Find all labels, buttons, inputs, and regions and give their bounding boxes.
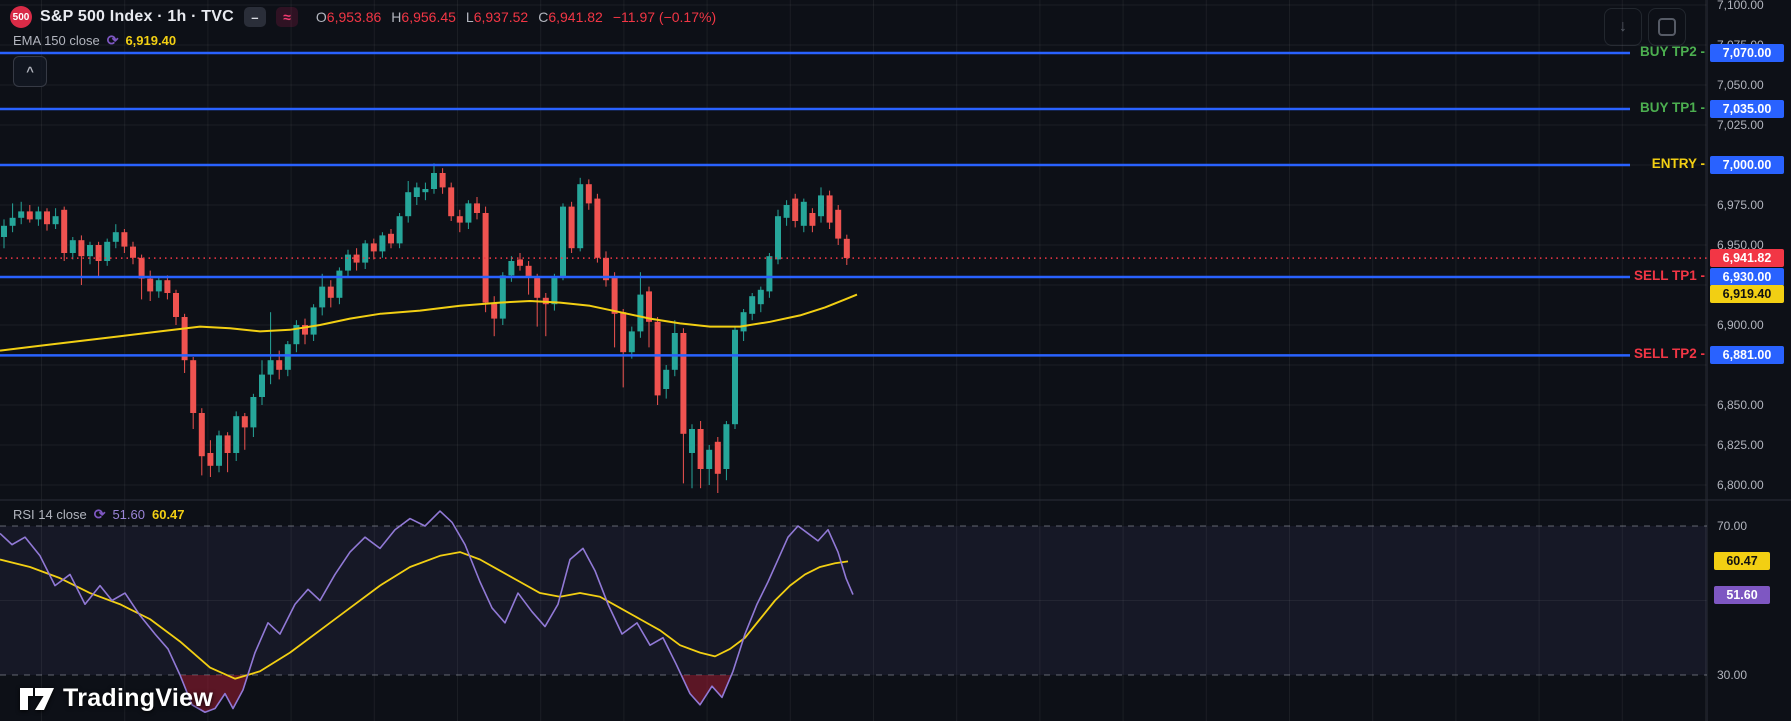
price-axis-tick: 6,850.00 [1717,398,1764,412]
ema-indicator-value: 6,919.40 [125,33,177,48]
rsi-value-yellow: 60.47 [151,507,185,522]
tradingview-logo-text: TradingView [63,684,214,712]
price-tag-entry[interactable]: 7,000.00 [1710,156,1784,174]
level-label-sell-tp2[interactable]: SELL TP2 - [1633,346,1705,362]
price-tag-sell-tp2[interactable]: 6,881.00 [1710,346,1784,365]
rsi-axis-tick: 70.00 [1717,519,1748,533]
minus-icon[interactable]: – [243,7,266,27]
refresh-icon[interactable]: ⟳ [93,506,106,522]
price-axis-tick: 6,800.00 [1717,478,1764,492]
fullscreen-icon[interactable] [1648,8,1686,46]
approx-icon[interactable]: ≈ [275,7,298,27]
close-label: C [538,9,549,25]
rsi-tag-yellow: 60.47 [1714,552,1770,571]
ohlc-readout: O6,953.86 H6,956.45 L6,937.52 C6,941.82 … [316,9,716,25]
price-axis-tick: 7,050.00 [1717,78,1764,92]
symbol-logo-badge[interactable]: 500 [10,6,32,28]
change-value: −11.97 (−0.17%) [612,9,717,25]
price-axis-tick: 6,975.00 [1717,198,1764,212]
refresh-icon[interactable]: ⟳ [106,32,119,48]
symbol-title[interactable]: S&P 500 Index · 1h · TVC [40,8,234,25]
price-tag-buy-tp2[interactable]: 7,070.00 [1710,44,1784,62]
chevron-up-icon[interactable]: ^ [13,56,47,87]
close-value: 6,941.82 [548,9,603,25]
level-label-sell-tp1[interactable]: SELL TP1 - [1633,268,1705,283]
price-tag-current: 6,941.82 [1710,249,1784,268]
arrow-down-icon[interactable]: ↓ [1604,8,1642,46]
ema-indicator-label: EMA 150 close [13,33,100,48]
open-label: O [315,9,327,25]
open-value: 6,953.86 [326,9,382,25]
price-axis-tick: 6,950.00 [1717,238,1764,252]
tradingview-logo[interactable]: TradingView [20,684,213,713]
fullscreen-square-glyph [1658,18,1676,36]
price-axis-tick: 6,825.00 [1717,438,1764,452]
ema-indicator-row[interactable]: EMA 150 close ⟳ 6,919.40 [13,32,176,49]
rsi-indicator-row[interactable]: RSI 14 close ⟳ 51.60 60.47 [13,506,185,523]
level-label-buy-tp1[interactable]: BUY TP1 - [1639,100,1705,115]
rsi-axis-tick: 30.00 [1717,668,1748,682]
low-label: L [465,9,474,25]
level-label-entry[interactable]: ENTRY - [1651,156,1705,171]
rsi-indicator-label: RSI 14 close [13,507,87,522]
rsi-value-purple: 51.60 [112,507,145,522]
symbol-header: 500 S&P 500 Index · 1h · TVC – ≈ O6,953.… [10,6,716,28]
price-tag-sell-tp1[interactable]: 6,930.00 [1710,268,1784,286]
low-value: 6,937.52 [473,9,529,25]
tradingview-logo-icon [20,687,54,710]
rsi-tag-purple: 51.60 [1714,585,1770,604]
high-label: H [391,9,402,25]
price-tag-buy-tp1[interactable]: 7,035.00 [1710,100,1784,118]
level-label-buy-tp2[interactable]: BUY TP2 - [1639,44,1705,59]
price-axis-tick: 7,100.00 [1717,0,1764,12]
price-axis-tick: 6,900.00 [1717,318,1764,332]
chart-quick-actions: ↓ [1604,8,1686,46]
price-axis-tick: 7,025.00 [1717,118,1764,132]
high-value: 6,956.45 [401,9,456,25]
price-tag-ema: 6,919.40 [1710,284,1784,303]
